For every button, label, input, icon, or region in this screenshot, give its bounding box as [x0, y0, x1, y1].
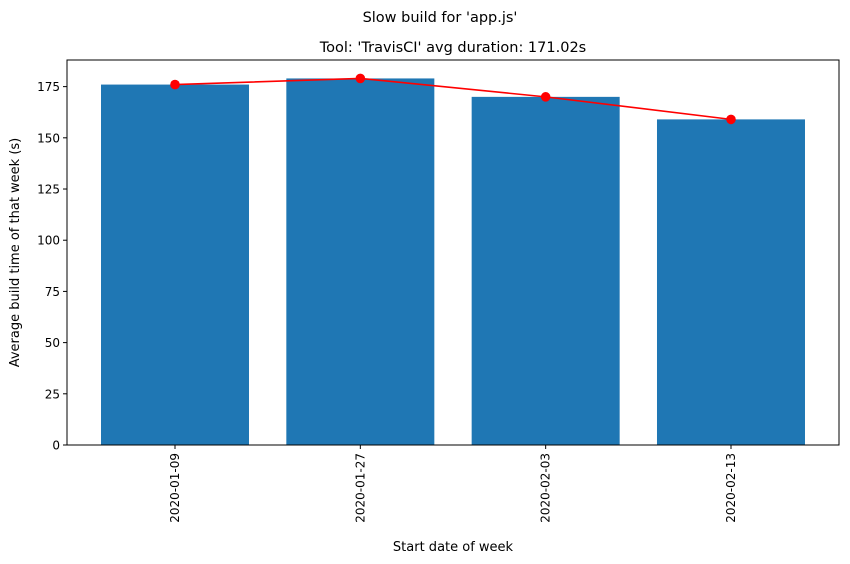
- y-tick-label: 25: [45, 387, 60, 401]
- chart-suptitle: Slow build for 'app.js': [363, 10, 518, 26]
- x-axis: 2020-01-09 2020-01-27 2020-02-03 2020-02-13: [168, 445, 738, 523]
- y-tick-label: 75: [45, 285, 60, 299]
- y-tick-label: 150: [37, 131, 60, 145]
- bar-2020-01-27: [286, 78, 435, 446]
- bar-2020-01-09: [101, 84, 249, 446]
- chart-title: Tool: 'TravisCI' avg duration: 171.02s: [319, 40, 586, 56]
- y-tick-label: 50: [45, 336, 60, 350]
- y-axis: 0 25 50 75 100 125 150 175: [37, 80, 67, 453]
- trend-point-2020-01-27: [355, 73, 366, 84]
- bar-2020-02-13: [656, 119, 805, 445]
- bars-layer: [101, 78, 805, 446]
- trend-point-2020-02-03: [540, 92, 551, 102]
- x-tick-label: 2020-01-27: [353, 453, 367, 523]
- trend-point-2020-01-09: [170, 79, 180, 90]
- y-tick-label: 100: [37, 234, 60, 248]
- y-axis-label: Average build time of that week (s): [8, 138, 23, 368]
- trend-point-2020-02-13: [726, 114, 736, 125]
- bar-2020-02-03: [471, 96, 620, 446]
- x-tick-label: 2020-02-03: [539, 453, 553, 523]
- x-tick-label: 2020-02-13: [724, 453, 738, 523]
- x-tick-label: 2020-01-09: [168, 453, 182, 523]
- x-axis-label: Start date of week: [393, 540, 514, 555]
- line-layer: [170, 73, 736, 125]
- trend-line: [174, 77, 732, 121]
- y-tick-label: 175: [37, 80, 60, 94]
- y-tick-label: 0: [52, 439, 60, 453]
- plot-area-frame: [66, 59, 840, 446]
- y-tick-label: 125: [37, 183, 60, 197]
